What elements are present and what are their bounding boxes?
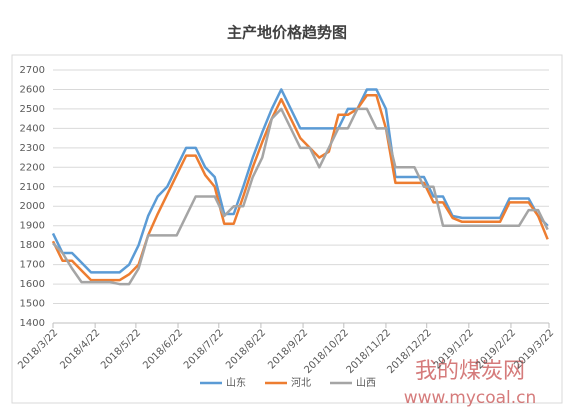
x-tick-label: 2018/7/22 xyxy=(182,327,226,371)
legend-label: 山西 xyxy=(356,377,376,389)
x-tick-label: 2018/6/22 xyxy=(141,327,185,371)
y-tick-label: 2200 xyxy=(20,162,45,173)
x-tick-label: 2018/5/22 xyxy=(99,327,143,371)
legend-label: 河北 xyxy=(291,377,311,389)
y-tick-label: 1400 xyxy=(20,318,45,329)
watermark-title: 我的煤炭网 xyxy=(415,359,525,384)
x-tick-label: 2018/8/22 xyxy=(224,327,268,371)
y-tick-label: 1500 xyxy=(20,299,45,310)
y-tick-label: 2500 xyxy=(20,104,45,115)
chart-title: 主产地价格趋势图 xyxy=(227,24,347,42)
line-series xyxy=(51,88,549,274)
x-tick-label: 2018/3/22 xyxy=(16,327,60,371)
y-tick-label: 1700 xyxy=(20,260,45,271)
x-tick-label: 2018/9/22 xyxy=(266,327,310,371)
y-tick-label: 2700 xyxy=(20,65,45,76)
legend-label: 山东 xyxy=(226,376,246,389)
line-series xyxy=(52,107,549,286)
x-tick-label: 2019/3/22 xyxy=(512,327,556,371)
y-tick-label: 2000 xyxy=(20,201,45,212)
y-tick-label: 1600 xyxy=(20,279,45,290)
plot-frame xyxy=(11,54,563,404)
y-tick-label: 2300 xyxy=(20,143,45,154)
y-tick-label: 2600 xyxy=(20,84,45,95)
watermark-url: www.mycoal.cn xyxy=(404,388,537,408)
x-tick-label: 2018/4/22 xyxy=(58,327,102,371)
y-tick-label: 1800 xyxy=(20,240,45,251)
y-tick-label: 2400 xyxy=(20,123,45,134)
line-series xyxy=(51,94,549,282)
y-tick-label: 1900 xyxy=(20,221,45,232)
y-tick-label: 2100 xyxy=(20,182,45,193)
